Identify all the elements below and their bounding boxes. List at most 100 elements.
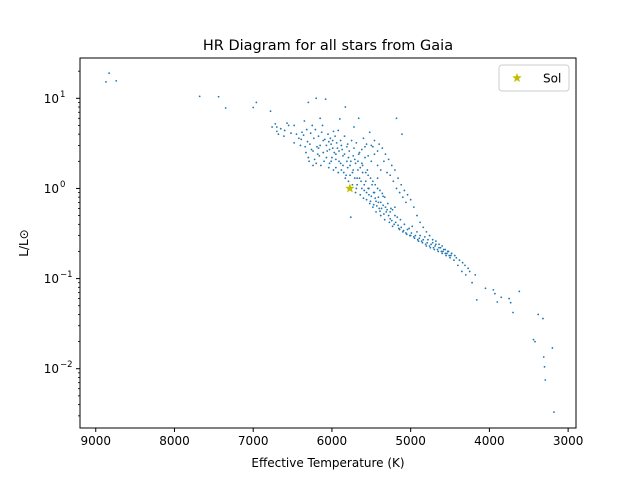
star-point — [353, 177, 356, 180]
star-point — [389, 174, 392, 177]
star-point — [349, 174, 351, 177]
star-point — [360, 187, 363, 190]
star-point — [441, 252, 444, 255]
star-point — [325, 144, 328, 147]
star-point — [271, 126, 273, 128]
star-point — [362, 137, 365, 140]
star-point — [508, 297, 510, 300]
star-point — [367, 154, 370, 157]
star-point — [318, 154, 321, 157]
star-point — [417, 240, 420, 243]
star-point — [405, 201, 407, 204]
star-point — [383, 218, 386, 221]
star-point — [377, 201, 380, 204]
star-point — [369, 200, 372, 203]
star-point — [334, 135, 336, 138]
star-point — [351, 171, 354, 174]
star-point — [357, 153, 360, 156]
star-point — [421, 241, 424, 244]
star-point — [198, 95, 201, 98]
star-point — [457, 264, 459, 267]
x-tick-label: 6000 — [317, 434, 348, 448]
star-point — [394, 169, 396, 171]
legend: Sol — [498, 64, 570, 92]
star-point — [331, 147, 334, 150]
star-point — [380, 207, 383, 210]
star-point — [348, 150, 351, 152]
star-point — [297, 137, 300, 140]
star-point — [105, 81, 107, 83]
star-point — [464, 264, 466, 267]
star-point — [553, 411, 555, 414]
star-point — [376, 164, 379, 167]
star-point — [308, 143, 311, 146]
star-point — [331, 156, 333, 159]
star-point — [283, 129, 286, 132]
star-point — [355, 142, 358, 144]
star-point — [361, 164, 364, 167]
star-point — [371, 206, 374, 209]
star-point — [386, 202, 389, 205]
star-point — [445, 254, 447, 257]
star-point — [426, 241, 429, 244]
scatter-points — [105, 72, 555, 414]
star-point — [360, 162, 363, 165]
star-point — [342, 154, 344, 157]
star-point — [428, 234, 431, 237]
star-point — [395, 187, 398, 190]
star-point — [346, 143, 349, 146]
legend-star-glyph — [512, 73, 522, 83]
star-point — [370, 144, 373, 147]
star-point — [534, 340, 536, 343]
star-point — [542, 356, 545, 358]
star-point — [390, 164, 393, 167]
star-point — [450, 252, 453, 255]
star-point — [475, 299, 478, 301]
star-point — [351, 183, 354, 186]
star-point — [431, 238, 434, 241]
star-point — [328, 162, 331, 165]
star-point — [326, 150, 329, 152]
star-point — [300, 138, 303, 141]
star-point — [353, 126, 355, 128]
star-point — [313, 158, 316, 161]
star-point — [324, 98, 327, 100]
y-tick-exponent: −1 — [60, 270, 73, 280]
star-point — [366, 169, 369, 171]
star-point — [356, 177, 359, 180]
star-point — [115, 80, 118, 82]
star-point — [389, 210, 392, 213]
star-point — [334, 153, 337, 156]
star-point — [368, 131, 371, 134]
star-point — [364, 156, 366, 159]
star-point — [365, 143, 368, 146]
star-point — [346, 166, 349, 169]
star-point — [363, 183, 366, 186]
star-point — [332, 169, 335, 171]
star-point — [316, 153, 319, 156]
star-point — [392, 180, 395, 183]
star-point — [354, 191, 357, 194]
star-point — [346, 145, 348, 148]
star-point — [337, 171, 340, 174]
star-point — [312, 137, 315, 140]
star-point — [317, 135, 320, 138]
star-point — [449, 254, 452, 257]
star-point — [320, 131, 323, 134]
star-point — [411, 225, 414, 228]
star-point — [372, 203, 375, 206]
star-point — [461, 261, 464, 264]
star-point — [341, 148, 344, 151]
star-point — [496, 301, 499, 303]
star-point — [224, 107, 227, 109]
star-point — [287, 124, 290, 127]
star-point — [307, 156, 310, 159]
star-point — [319, 144, 322, 147]
star-point — [343, 135, 346, 138]
star-point — [315, 97, 318, 100]
star-point — [368, 193, 370, 196]
chart-title: HR Diagram for all stars from Gaia — [203, 38, 453, 54]
star-point — [399, 218, 402, 221]
star-point — [347, 180, 350, 183]
